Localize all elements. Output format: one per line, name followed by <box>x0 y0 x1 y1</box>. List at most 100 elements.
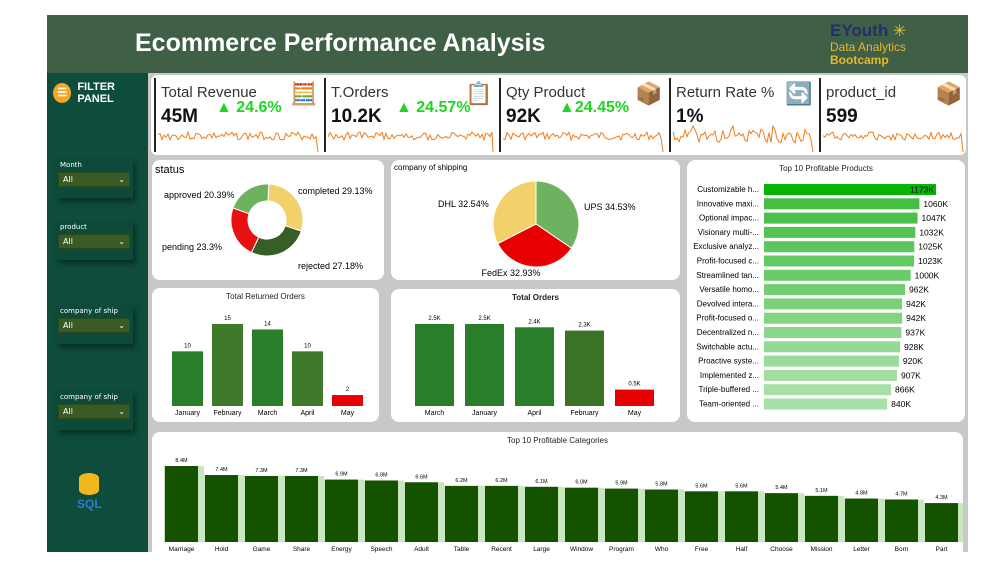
bar-category-label: Exclusive analyz... <box>693 242 759 251</box>
kpi-card: Return Rate % 1% 🔄 <box>669 78 815 153</box>
pallet-icon: 📦 <box>935 82 963 107</box>
cash-register-icon: 🧮 <box>290 82 318 107</box>
bar-value-label: 8.4M <box>175 458 188 464</box>
bar-value-label: 1173K <box>910 185 934 195</box>
bar-value-label: 6.9M <box>335 472 348 478</box>
kpi-delta: ▲ 24.6% <box>216 99 282 116</box>
bar <box>764 198 920 210</box>
bar-value-label: 6.1M <box>535 479 548 485</box>
bar-category-label: Part <box>936 546 948 553</box>
bar-category-label: Half <box>736 546 748 553</box>
bar-category-label: Who <box>655 546 669 553</box>
products-bar-chart: Customizable h... 1173K Innovative maxi...… <box>693 184 948 410</box>
bar-value-label: 942K <box>906 299 926 309</box>
company-dropdown-2[interactable]: All ⌄ <box>58 404 130 419</box>
company-dropdown[interactable]: All ⌄ <box>58 318 130 333</box>
bar <box>764 369 897 381</box>
bar-category-label: Streamlined tan... <box>696 271 759 280</box>
bar <box>365 480 398 542</box>
bar-value-label: 1025K <box>918 242 943 252</box>
bar <box>515 327 554 406</box>
dashboard: Ecommerce Performance Analysis EYouth ✳ … <box>47 15 968 562</box>
kpi-title: Return Rate % <box>676 84 775 101</box>
sparkline-line <box>158 130 319 153</box>
bar <box>565 487 598 542</box>
kpi-delta: ▲ 24.57% <box>396 99 471 116</box>
bar <box>292 351 323 406</box>
bar-value-label: 1000K <box>915 270 940 280</box>
kpi-value: 599 <box>826 106 858 127</box>
slicer-month: Month All ⌄ <box>55 158 133 198</box>
bar-value-label: 5.8M <box>655 482 668 488</box>
month-dropdown[interactable]: All ⌄ <box>58 172 130 187</box>
kpi-row: Total Revenue 45M ▲ 24.6% 🧮 T.Orders 10.2K ▲ 2… <box>151 75 966 155</box>
bar-category-label: February <box>570 410 599 417</box>
orders-card: Total Orders 2.5K March 2.5K January 2.4K Apr… <box>391 289 680 422</box>
bar-value-label: 7.4M <box>215 467 228 473</box>
bar-category-label: Profit-focused o... <box>696 314 759 323</box>
chart-title: company of shipping <box>394 163 468 172</box>
pie-slice <box>497 223 573 268</box>
bar-category-label: Devolved intera... <box>697 299 759 308</box>
categories-card: Top 10 Profitable Categories 8.4M Marriag… <box>152 432 964 562</box>
bar <box>764 255 915 267</box>
chevron-down-icon: ⌄ <box>118 175 125 184</box>
product-dropdown[interactable]: All ⌄ <box>58 234 130 249</box>
database-icon <box>79 473 100 495</box>
bar <box>252 329 283 406</box>
bar-value-label: 920K <box>903 356 923 366</box>
bar-value-label: 6.8M <box>375 472 388 478</box>
bar <box>764 226 916 238</box>
returned-card: Total Returned Orders 10 January 15 Februar… <box>152 288 379 422</box>
bar-category-label: Letter <box>853 546 870 553</box>
bar-category-label: Speech <box>370 546 392 553</box>
kpi-delta: ▲24.45% <box>559 99 630 116</box>
kpi-value: 1% <box>676 106 704 127</box>
bar-category-label: Visionary multi-... <box>698 228 759 237</box>
bar <box>764 298 903 310</box>
slice-label: completed 29.13% <box>298 186 373 196</box>
slicer-company-of-ship-2: company of ship All ⌄ <box>55 390 133 430</box>
sparkline-line <box>673 124 814 153</box>
pie-slice <box>230 207 260 254</box>
bar-value-label: 10 <box>304 343 311 349</box>
bar <box>325 479 358 542</box>
kpi-card: Total Revenue 45M ▲ 24.6% 🧮 <box>154 78 320 153</box>
sparkline-line <box>328 131 494 153</box>
bar-value-label: 1047K <box>922 213 947 223</box>
bar <box>405 482 438 542</box>
sparkline <box>328 131 494 153</box>
kpi-value: 92K <box>506 106 541 127</box>
chevron-down-icon: ⌄ <box>118 321 125 330</box>
bar-category-label: Recent <box>491 546 512 553</box>
bar-value-label: 907K <box>901 370 921 380</box>
bar <box>764 384 891 396</box>
boxes-icon: 📦 <box>635 82 663 107</box>
kpi-value: 10.2K <box>331 106 382 127</box>
bar-value-label: 2.5K <box>478 316 490 322</box>
bar-category-label: Energy <box>331 546 352 553</box>
bar <box>465 324 504 406</box>
bar-category-label: Team-oriented ... <box>699 400 759 409</box>
bar <box>805 495 838 542</box>
bar-category-label: Hold <box>215 546 229 553</box>
bar-category-label: March <box>425 410 445 417</box>
bar-value-label: 1060K <box>923 199 948 209</box>
bar <box>764 312 903 324</box>
bar-category-label: May <box>628 410 642 417</box>
bar-value-label: 942K <box>906 313 926 323</box>
bar-value-label: 840K <box>891 399 911 409</box>
bar <box>925 503 958 542</box>
slicer-product: product All ⌄ <box>55 220 133 260</box>
pie-slice <box>535 180 580 249</box>
categories-bar-chart: 8.4M Marriage 7.4M Hold 7.3M Game 7.3M Share 6.9… <box>164 458 964 553</box>
bar <box>764 241 915 253</box>
bar-category-label: January <box>175 410 200 417</box>
chevron-down-icon: ⌄ <box>118 237 125 246</box>
filter-panel-title: ☰ FILTER PANEL <box>53 81 148 105</box>
bar-value-label: 4.8M <box>855 491 868 497</box>
bar <box>212 324 243 406</box>
kpi-title: Qty Product <box>506 84 586 101</box>
bar <box>205 475 238 542</box>
bar-category-label: Window <box>570 546 593 553</box>
